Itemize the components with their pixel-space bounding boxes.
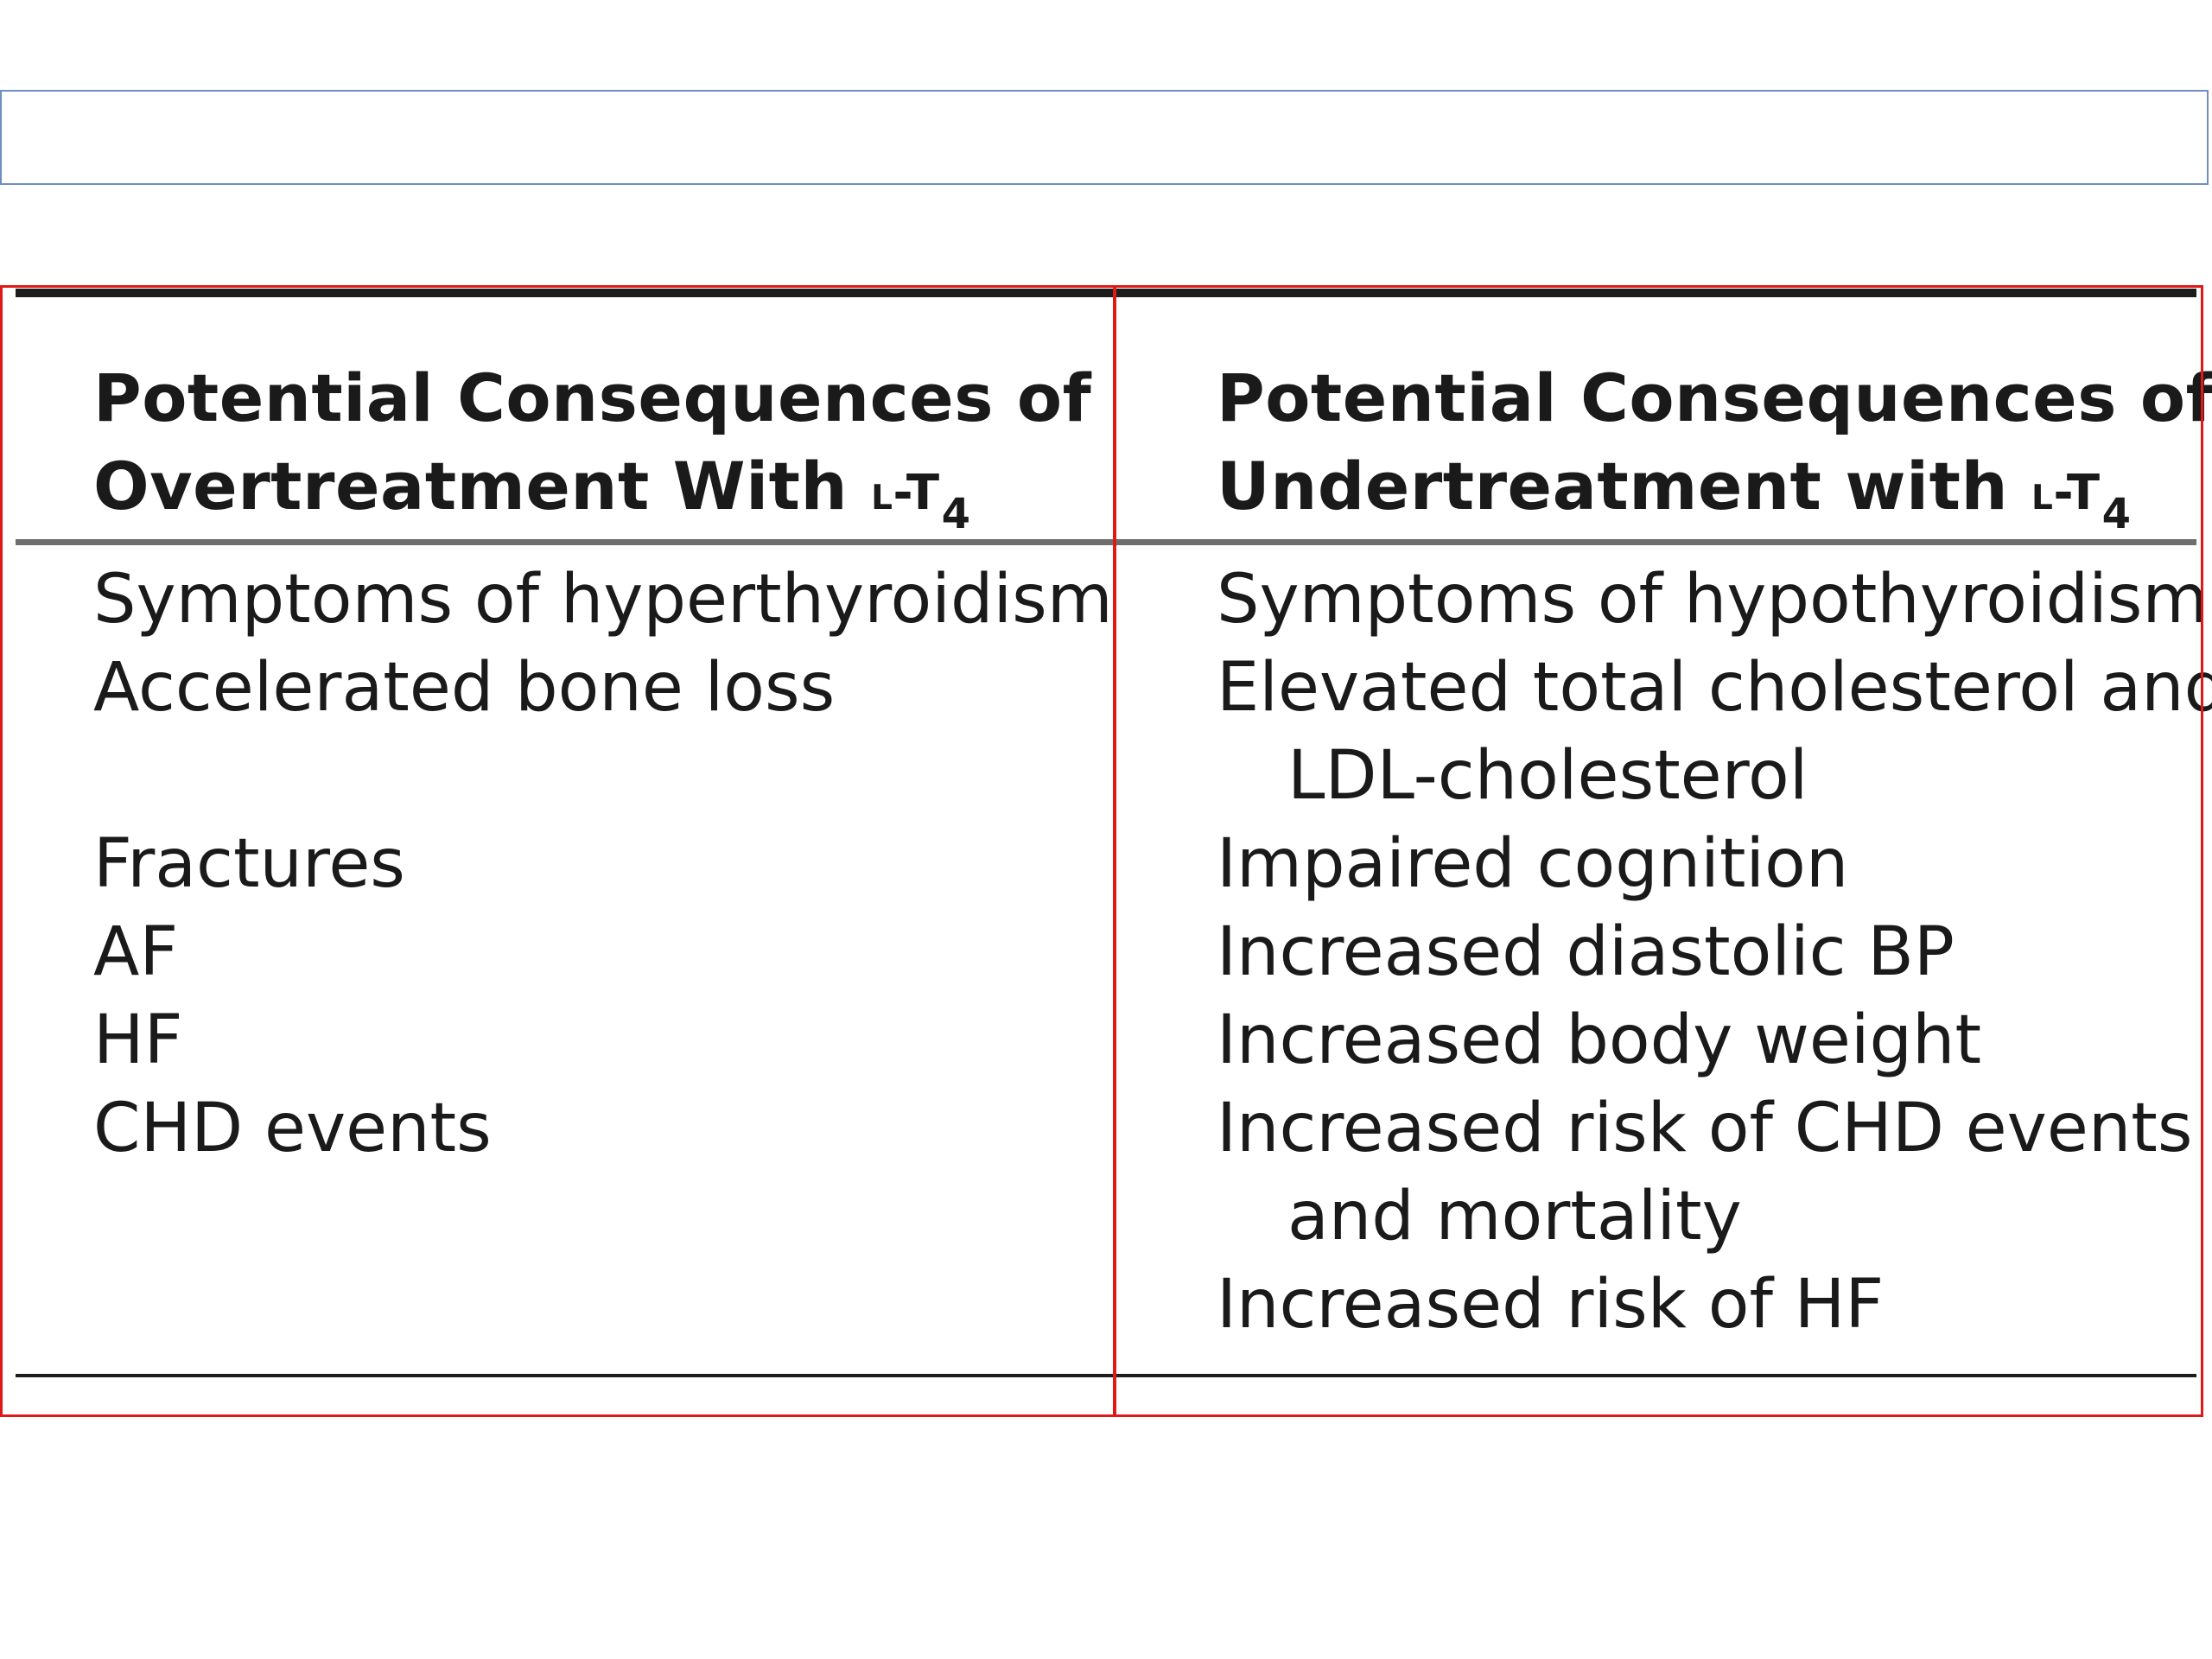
heading-line: Overtreatment With l-T4 (93, 442, 1091, 539)
heading-text: Undertreatment with (1217, 448, 2009, 524)
list-item-text: CHD events (93, 1090, 492, 1167)
list-item: AF (93, 908, 1113, 996)
list-item: HF (93, 996, 1113, 1084)
list-item: Elevated total cholesterol and LDL-chole… (1217, 644, 2212, 820)
list-item: Increased body weight (1217, 996, 2212, 1084)
list-item-continuation: LDL-cholesterol (1287, 737, 1808, 815)
drug-subscript: 4 (941, 490, 971, 538)
list-item-continuation: and mortality (1287, 1178, 1742, 1255)
undertreatment-column-heading: Potential Consequences of Undertreatment… (1217, 354, 2212, 539)
list-item-text: Increased risk of HF (1217, 1266, 1885, 1344)
table-header-rule (16, 539, 2196, 545)
list-item: Accelerated bone loss (93, 644, 1113, 820)
list-item: Increased risk of HF (1217, 1261, 2212, 1349)
drug-name: l-T (871, 465, 940, 521)
list-item-text: Increased diastolic BP (1217, 913, 1955, 991)
table-top-rule (16, 289, 2196, 297)
list-item: Symptoms of hyperthyroidism (93, 556, 1113, 644)
list-item-text: Impaired cognition (1217, 825, 1849, 903)
drug-subscript: 4 (2101, 490, 2132, 538)
list-item-text: Increased body weight (1217, 1001, 1982, 1079)
list-item-text: Elevated total cholesterol and (1217, 649, 2212, 727)
list-item-text: AF (93, 913, 179, 991)
list-item-text: Increased risk of CHD events (1217, 1090, 2193, 1167)
list-item: Impaired cognition (1217, 820, 2212, 908)
selection-box-left-column (0, 285, 1116, 1417)
drug-name: l-T (2031, 465, 2101, 521)
undertreatment-list: Symptoms of hypothyroidism Elevated tota… (1217, 556, 2212, 1349)
overtreatment-column-heading: Potential Consequences of Overtreatment … (93, 354, 1091, 539)
heading-line: Potential Consequences of (93, 359, 1092, 436)
list-item-text: Symptoms of hypothyroidism (1217, 561, 2209, 639)
heading-text: Overtreatment With (93, 448, 849, 524)
heading-line: Undertreatment with l-T4 (1217, 442, 2212, 539)
list-item: Symptoms of hypothyroidism (1217, 556, 2212, 644)
list-item-text: Symptoms of hyperthyroidism (93, 561, 1113, 639)
list-item-text: HF (93, 1001, 183, 1079)
list-item: Increased diastolic BP (1217, 908, 2212, 996)
title-placeholder-box (0, 90, 2209, 185)
list-item: Increased risk of CHD events and mortali… (1217, 1084, 2212, 1261)
list-item-text: Accelerated bone loss (93, 649, 836, 727)
table-bottom-rule (16, 1374, 2196, 1377)
overtreatment-list: Symptoms of hyperthyroidism Accelerated … (93, 556, 1113, 1173)
list-item-text: Fractures (93, 825, 405, 903)
selection-box-right-column (1113, 285, 2203, 1417)
list-item: Fractures (93, 820, 1113, 908)
heading-line: Potential Consequences of (1217, 359, 2212, 436)
list-item: CHD events (93, 1084, 1113, 1173)
